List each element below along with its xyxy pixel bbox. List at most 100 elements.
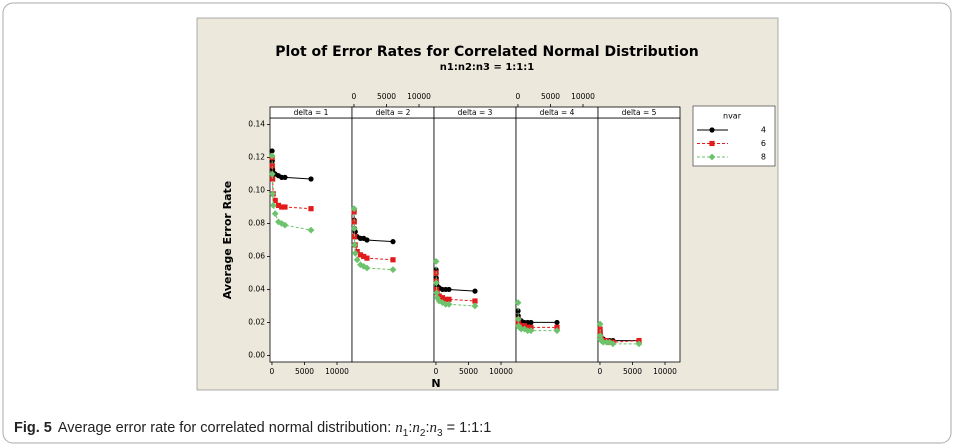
x-tick-label: 0 bbox=[598, 367, 603, 376]
marker bbox=[281, 221, 289, 229]
marker bbox=[351, 219, 357, 225]
marker bbox=[554, 319, 560, 326]
marker bbox=[352, 234, 358, 240]
panel-label: delta = 5 bbox=[622, 108, 657, 117]
legend-marker bbox=[709, 127, 715, 133]
marker bbox=[364, 255, 370, 261]
marker bbox=[268, 152, 276, 160]
marker bbox=[350, 205, 358, 213]
legend-label: 4 bbox=[761, 126, 766, 135]
caption-text: Average error rate for correlated normal… bbox=[57, 420, 392, 436]
y-tick-label: 0.12 bbox=[248, 153, 265, 162]
y-tick-label: 0.10 bbox=[248, 186, 265, 195]
marker bbox=[445, 300, 453, 308]
math-var: n bbox=[395, 420, 403, 436]
marker bbox=[527, 327, 535, 335]
marker bbox=[270, 176, 276, 182]
x-tick-label: 0 bbox=[270, 367, 275, 376]
marker bbox=[269, 201, 277, 209]
y-tick-label: 0.08 bbox=[248, 219, 265, 228]
marker bbox=[635, 340, 643, 348]
y-tick-label: 0.06 bbox=[248, 251, 265, 260]
marker bbox=[432, 279, 440, 287]
marker bbox=[472, 298, 478, 304]
marker bbox=[279, 204, 285, 210]
chart-title: Plot of Error Rates for Correlated Norma… bbox=[275, 44, 698, 60]
marker bbox=[350, 225, 358, 232]
math-sep: : bbox=[425, 420, 430, 436]
marker bbox=[597, 337, 605, 344]
marker bbox=[609, 340, 617, 348]
x-tick-label: 10000 bbox=[653, 367, 677, 376]
marker bbox=[597, 326, 603, 332]
marker bbox=[363, 264, 371, 272]
panel-label: delta = 1 bbox=[294, 108, 329, 117]
series-line bbox=[271, 157, 312, 210]
x-tick-label: 10000 bbox=[325, 367, 349, 376]
marker bbox=[282, 204, 288, 210]
math-var: n bbox=[429, 420, 437, 436]
x-tick-label: 5000 bbox=[377, 92, 396, 101]
x-tick-label: 10000 bbox=[571, 92, 595, 101]
legend-label: 6 bbox=[761, 139, 766, 148]
panel-strip bbox=[597, 106, 681, 119]
marker bbox=[354, 248, 360, 255]
math-sub: 2 bbox=[419, 427, 426, 439]
marker bbox=[390, 257, 396, 263]
marker bbox=[271, 210, 279, 218]
marker bbox=[308, 176, 314, 182]
marker bbox=[390, 239, 396, 245]
marker bbox=[471, 302, 479, 310]
marker bbox=[443, 296, 449, 302]
x-tick-label: 5000 bbox=[541, 92, 560, 101]
x-tick-label: 0 bbox=[352, 92, 357, 101]
math-rhs: = 1:1:1 bbox=[446, 420, 492, 436]
marker bbox=[269, 148, 275, 154]
x-tick-label: 5000 bbox=[459, 367, 478, 376]
y-tick-label: 0.00 bbox=[248, 350, 265, 359]
marker bbox=[307, 226, 315, 234]
marker bbox=[433, 294, 441, 302]
y-axis-label: Average Error Rate bbox=[221, 181, 234, 300]
panel-label: delta = 3 bbox=[458, 108, 493, 117]
marker bbox=[514, 299, 522, 307]
marker bbox=[439, 295, 446, 301]
x-tick-label: 0 bbox=[516, 92, 521, 101]
marker bbox=[269, 163, 275, 169]
math-sep: : bbox=[408, 420, 413, 436]
marker bbox=[446, 296, 452, 302]
legend-title: nvar bbox=[723, 112, 742, 121]
caption: Fig. 5 Average error rate for correlated … bbox=[14, 420, 491, 439]
marker bbox=[472, 288, 478, 294]
panel bbox=[269, 117, 353, 363]
y-tick-label: 0.04 bbox=[248, 284, 265, 293]
marker bbox=[433, 289, 441, 297]
marker bbox=[515, 308, 521, 314]
panel-label: delta = 2 bbox=[376, 108, 411, 117]
panel bbox=[597, 117, 681, 363]
marker bbox=[282, 174, 288, 180]
chart-subtitle: n1:n2:n3 = 1:1:1 bbox=[440, 62, 534, 73]
panel bbox=[433, 117, 517, 363]
marker bbox=[272, 197, 278, 204]
marker bbox=[351, 249, 359, 257]
x-tick-label: 0 bbox=[434, 367, 439, 376]
marker bbox=[596, 320, 604, 328]
x-tick-label: 5000 bbox=[623, 367, 642, 376]
marker bbox=[357, 252, 364, 258]
caption-math: n1:n2:n3 = 1:1:1 bbox=[395, 420, 492, 439]
marker bbox=[364, 237, 370, 243]
marker bbox=[353, 256, 361, 264]
marker bbox=[275, 202, 282, 208]
marker bbox=[308, 206, 314, 212]
math-var: n bbox=[412, 420, 420, 436]
marker bbox=[514, 315, 522, 323]
x-tick-label: 10000 bbox=[407, 92, 431, 101]
x-axis-label: N bbox=[431, 377, 440, 390]
marker bbox=[436, 293, 442, 299]
marker bbox=[432, 258, 440, 265]
marker bbox=[389, 266, 397, 274]
legend-marker bbox=[708, 153, 716, 161]
